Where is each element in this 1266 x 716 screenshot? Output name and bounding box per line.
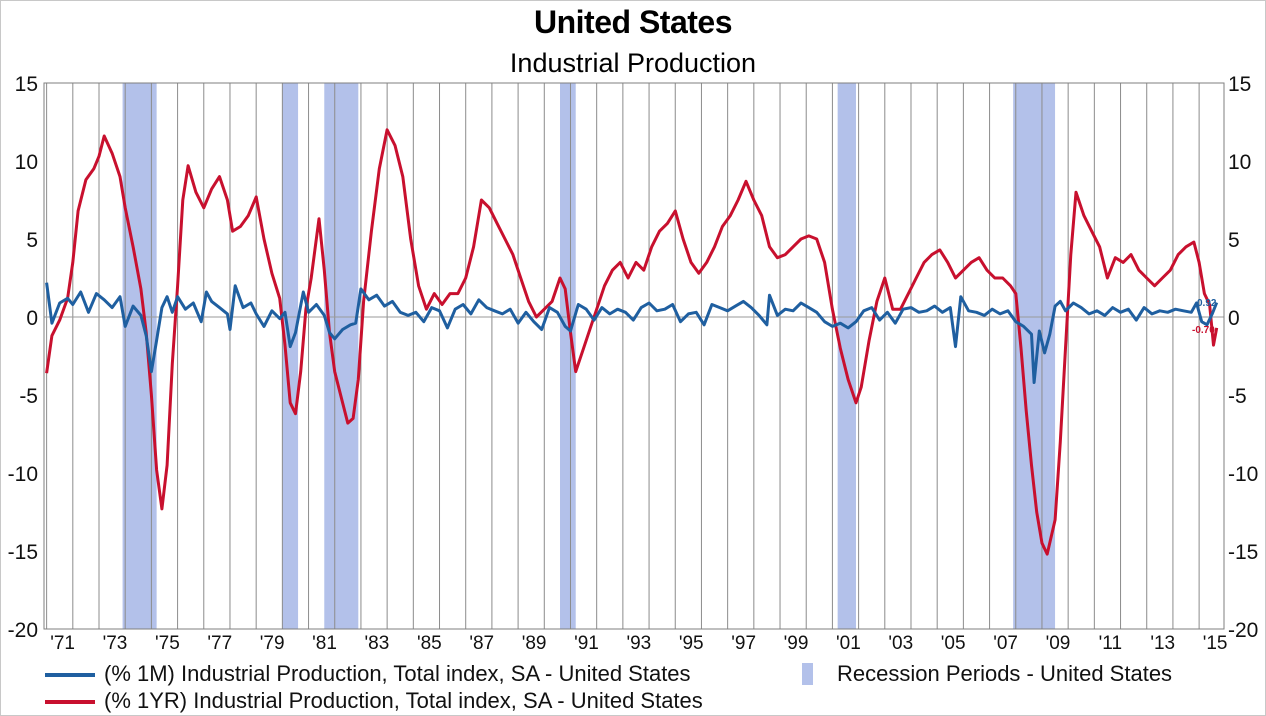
y-tick-left-3: 0	[26, 307, 38, 330]
legend-label-recession: Recession Periods - United States	[837, 661, 1173, 686]
x-tick-label-8: '87	[469, 633, 494, 654]
y-tick-left-1: 10	[15, 151, 38, 174]
end-label-1m: 0.92	[1197, 298, 1217, 309]
end-label-1yr: -0.70	[1192, 325, 1215, 336]
x-tick-label-4: '79	[260, 633, 285, 654]
x-tick-label-17: '05	[941, 633, 966, 654]
x-tick-label-6: '83	[365, 633, 390, 654]
x-tick-label-21: '13	[1150, 633, 1175, 654]
x-tick-label-1: '73	[103, 633, 128, 654]
recession-band-1	[282, 83, 299, 629]
x-tick-label-20: '11	[1099, 633, 1122, 654]
recession-band-4	[837, 83, 856, 629]
x-tick-label-19: '09	[1046, 633, 1071, 654]
x-tick-label-3: '77	[207, 633, 232, 654]
y-tick-right-1: 10	[1228, 151, 1251, 174]
x-tick-label-15: '01	[836, 633, 861, 654]
x-tick-label-13: '97	[731, 633, 756, 654]
legend-label-1yr: (% 1YR) Industrial Production, Total ind…	[104, 688, 703, 713]
y-tick-left-6: -15	[8, 541, 38, 564]
x-tick-label-9: '89	[522, 633, 547, 654]
series-line-1m	[45, 282, 1219, 384]
x-tick-label-22: '15	[1203, 633, 1228, 654]
x-tick-label-5: '81	[312, 633, 337, 654]
x-tick-label-18: '07	[993, 633, 1018, 654]
series-line-1yr	[45, 128, 1219, 556]
plot-area	[43, 82, 1225, 630]
y-tick-left-7: -20	[8, 619, 38, 642]
y-tick-right-6: -15	[1228, 541, 1258, 564]
y-tick-right-3: 0	[1228, 307, 1240, 330]
legend-swatch-1yr	[45, 700, 95, 704]
x-tick-label-2: '75	[155, 633, 180, 654]
y-tick-left-5: -10	[8, 463, 38, 486]
x-tick-label-11: '93	[626, 633, 651, 654]
y-tick-right-0: 15	[1228, 73, 1251, 96]
y-tick-right-4: -5	[1228, 385, 1247, 408]
x-tick-label-7: '85	[417, 633, 442, 654]
legend-label-1m: (% 1M) Industrial Production, Total inde…	[104, 661, 691, 686]
y-tick-left-0: 15	[15, 73, 38, 96]
x-tick-label-12: '95	[679, 633, 704, 654]
chart-subtitle: Industrial Production	[509, 48, 757, 78]
legend-swatch-recession	[802, 663, 813, 685]
y-tick-right-2: 5	[1228, 229, 1240, 252]
chart-title: United States	[534, 4, 732, 40]
x-tick-label-0: '71	[50, 633, 75, 654]
recession-band-3	[560, 83, 576, 629]
x-tick-label-14: '99	[784, 633, 809, 654]
y-tick-right-5: -10	[1228, 463, 1258, 486]
legend-swatch-1m	[45, 673, 95, 677]
recession-band-2	[324, 83, 359, 629]
x-tick-label-16: '03	[888, 633, 913, 654]
y-tick-left-2: 5	[26, 229, 38, 252]
x-tick-label-10: '91	[574, 633, 599, 654]
y-tick-right-7: -20	[1228, 619, 1258, 642]
y-tick-left-4: -5	[19, 385, 38, 408]
